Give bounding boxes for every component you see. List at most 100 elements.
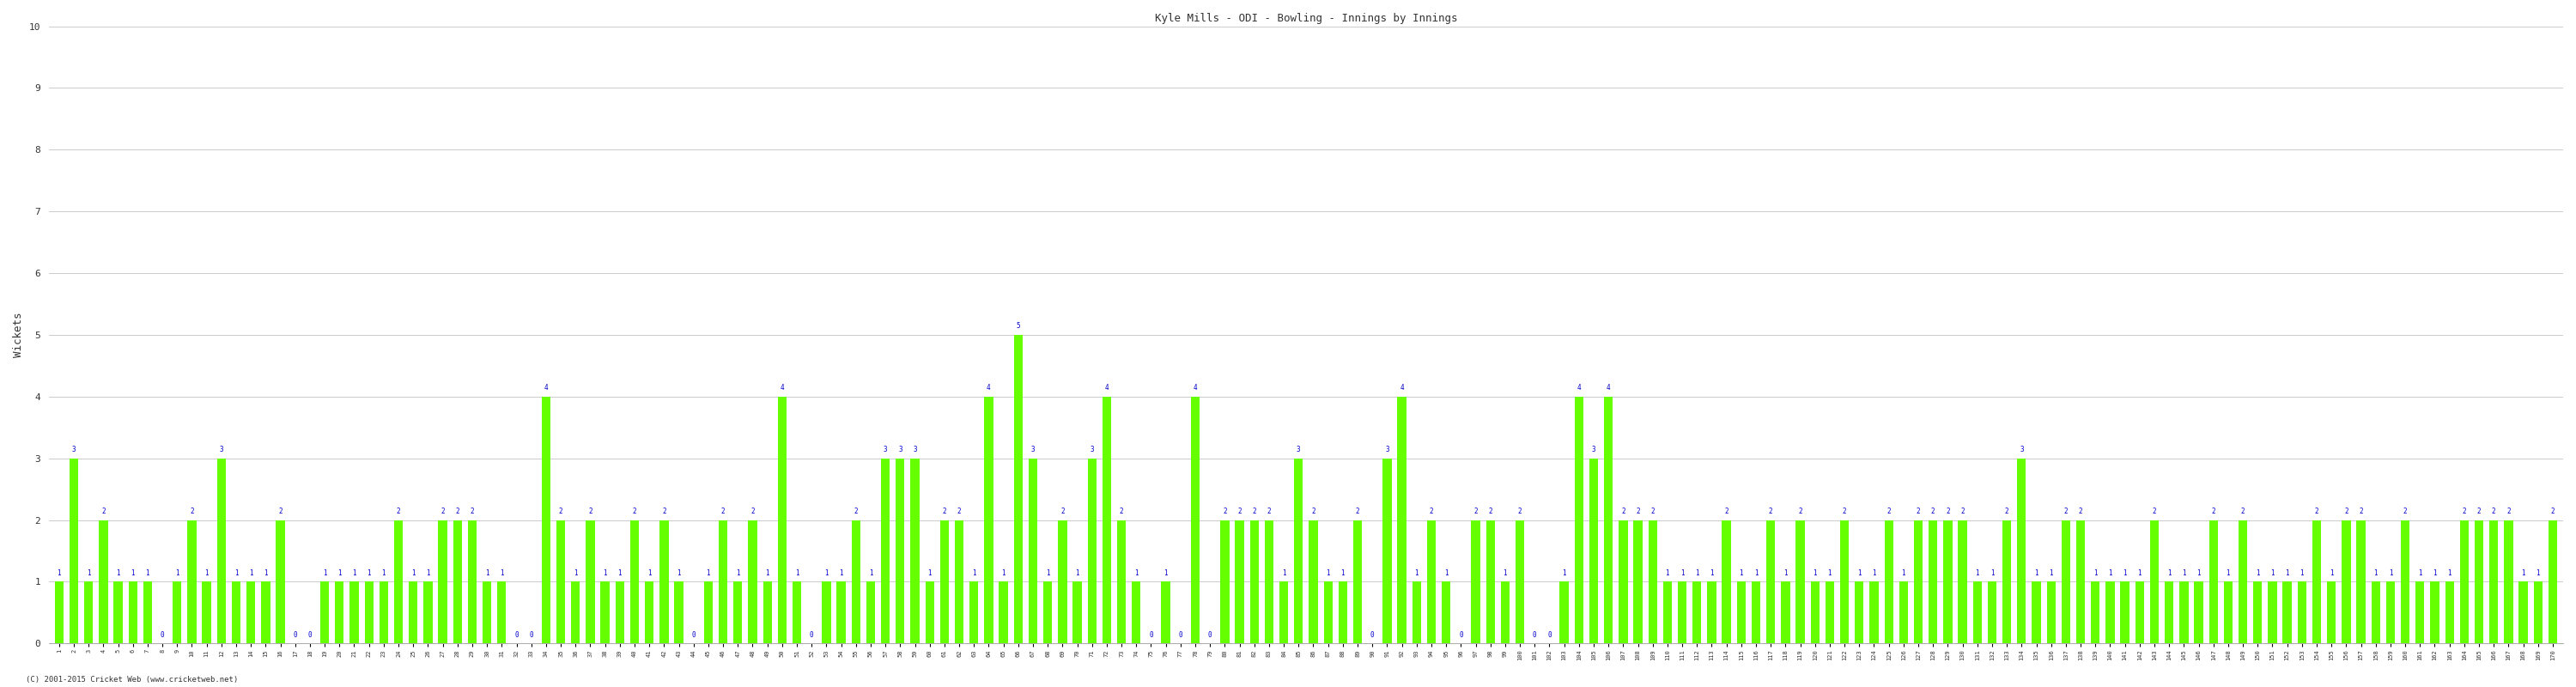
Text: 2: 2 bbox=[2063, 508, 2069, 515]
Text: 1: 1 bbox=[381, 569, 386, 577]
Text: 1: 1 bbox=[116, 569, 121, 577]
Text: 1: 1 bbox=[250, 569, 252, 577]
Text: 1: 1 bbox=[337, 569, 343, 577]
Text: 1: 1 bbox=[2419, 569, 2421, 577]
Bar bbox=[410, 582, 417, 644]
Text: 1: 1 bbox=[1342, 569, 1345, 577]
Text: 3: 3 bbox=[219, 446, 224, 453]
Text: 1: 1 bbox=[1680, 569, 1685, 577]
Bar bbox=[2105, 582, 2115, 644]
Text: 1: 1 bbox=[500, 569, 505, 577]
Bar bbox=[1664, 582, 1672, 644]
Bar bbox=[1118, 520, 1126, 644]
Bar bbox=[1309, 520, 1319, 644]
Text: 1: 1 bbox=[1074, 569, 1079, 577]
Bar bbox=[2254, 582, 2262, 644]
Text: 1: 1 bbox=[322, 569, 327, 577]
Bar bbox=[2298, 582, 2306, 644]
Bar bbox=[1265, 520, 1273, 644]
Text: 2: 2 bbox=[1798, 508, 1803, 515]
Text: 1: 1 bbox=[2388, 569, 2393, 577]
Bar bbox=[482, 582, 492, 644]
Text: 1: 1 bbox=[2535, 569, 2540, 577]
Text: 3: 3 bbox=[72, 446, 75, 453]
Bar bbox=[1649, 520, 1656, 644]
Bar bbox=[232, 582, 240, 644]
Bar bbox=[956, 520, 963, 644]
Text: 1: 1 bbox=[618, 569, 621, 577]
Bar bbox=[2136, 582, 2143, 644]
Bar bbox=[1028, 458, 1038, 644]
Text: 1: 1 bbox=[2123, 569, 2128, 577]
Bar bbox=[247, 582, 255, 644]
Bar bbox=[1989, 582, 1996, 644]
Text: 2: 2 bbox=[1620, 508, 1625, 515]
Bar bbox=[2002, 520, 2012, 644]
Text: 2: 2 bbox=[750, 508, 755, 515]
Bar bbox=[85, 582, 93, 644]
Text: 2: 2 bbox=[1960, 508, 1965, 515]
Text: 3: 3 bbox=[899, 446, 902, 453]
Bar bbox=[144, 582, 152, 644]
Bar bbox=[2076, 520, 2084, 644]
Text: 2: 2 bbox=[1932, 508, 1935, 515]
Text: 0: 0 bbox=[515, 631, 518, 638]
Text: 1: 1 bbox=[2094, 569, 2097, 577]
Text: 2: 2 bbox=[397, 508, 399, 515]
Text: 1: 1 bbox=[2107, 569, 2112, 577]
Bar bbox=[453, 520, 461, 644]
Bar bbox=[1486, 520, 1494, 644]
Bar bbox=[793, 582, 801, 644]
Text: 1: 1 bbox=[824, 569, 829, 577]
Text: 1: 1 bbox=[366, 569, 371, 577]
Text: 2: 2 bbox=[1489, 508, 1492, 515]
Text: 0: 0 bbox=[1458, 631, 1463, 638]
Bar bbox=[747, 520, 757, 644]
Bar bbox=[719, 520, 726, 644]
Bar bbox=[216, 458, 227, 644]
Text: 1: 1 bbox=[2166, 569, 2172, 577]
Bar bbox=[1412, 582, 1422, 644]
Text: 2: 2 bbox=[440, 508, 446, 515]
Text: 1: 1 bbox=[1976, 569, 1978, 577]
Bar bbox=[940, 520, 948, 644]
Text: 2: 2 bbox=[191, 508, 193, 515]
Text: 1: 1 bbox=[147, 569, 149, 577]
Text: 1: 1 bbox=[1695, 569, 1700, 577]
Bar bbox=[734, 582, 742, 644]
Bar bbox=[1087, 458, 1097, 644]
Bar bbox=[675, 582, 683, 644]
Text: 2: 2 bbox=[943, 508, 945, 515]
Bar bbox=[2210, 520, 2218, 644]
Bar bbox=[2488, 520, 2499, 644]
Text: 3: 3 bbox=[1386, 446, 1388, 453]
Bar bbox=[70, 458, 77, 644]
Text: 0: 0 bbox=[1208, 631, 1213, 638]
Text: 1: 1 bbox=[574, 569, 577, 577]
Bar bbox=[2048, 582, 2056, 644]
Bar bbox=[1427, 520, 1435, 644]
Bar bbox=[129, 582, 137, 644]
Text: 1: 1 bbox=[1133, 569, 1139, 577]
Text: 1: 1 bbox=[2048, 569, 2053, 577]
Text: 2: 2 bbox=[634, 508, 636, 515]
Bar bbox=[497, 582, 505, 644]
Bar bbox=[2416, 582, 2424, 644]
Bar bbox=[2429, 582, 2439, 644]
Text: 3: 3 bbox=[1296, 446, 1301, 453]
Bar bbox=[644, 582, 654, 644]
Text: 4: 4 bbox=[1399, 384, 1404, 392]
Text: 0: 0 bbox=[1548, 631, 1551, 638]
Bar bbox=[999, 582, 1007, 644]
Bar bbox=[1973, 582, 1981, 644]
Bar bbox=[778, 396, 786, 644]
Text: 1: 1 bbox=[2182, 569, 2187, 577]
Text: 1: 1 bbox=[2197, 569, 2200, 577]
Bar bbox=[1780, 582, 1790, 644]
Text: 1: 1 bbox=[2226, 569, 2231, 577]
Text: 1: 1 bbox=[1283, 569, 1285, 577]
Bar bbox=[1870, 582, 1878, 644]
Text: 2: 2 bbox=[1473, 508, 1479, 515]
Bar bbox=[2092, 582, 2099, 644]
Bar bbox=[1443, 582, 1450, 644]
